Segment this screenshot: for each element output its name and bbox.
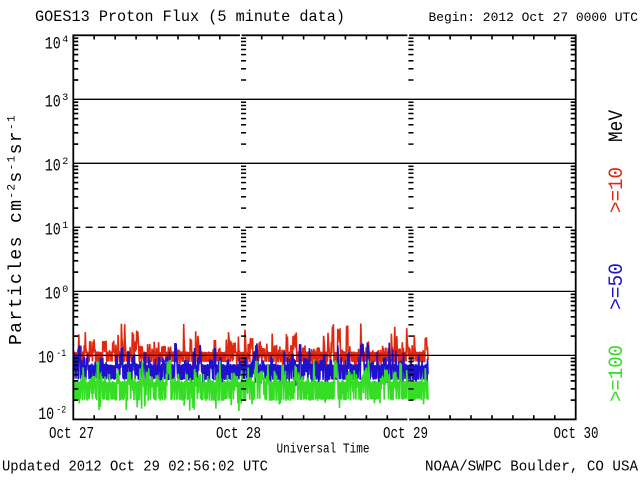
svg-text:Particles cm-2s-1sr-1: Particles cm-2s-1sr-1 <box>7 114 28 345</box>
svg-text:GOES13 Proton Flux (5 minute d: GOES13 Proton Flux (5 minute data) <box>35 8 345 26</box>
svg-text:10: 10 <box>45 220 61 240</box>
svg-text:-1: -1 <box>56 349 66 360</box>
svg-text:Oct 29: Oct 29 <box>383 425 428 444</box>
svg-text:3: 3 <box>62 93 68 104</box>
svg-text:>=10: >=10 <box>606 167 629 213</box>
svg-text:NOAA/SWPC Boulder, CO USA: NOAA/SWPC Boulder, CO USA <box>425 460 638 476</box>
svg-text:Begin: 2012 Oct 27 0000 UTC: Begin: 2012 Oct 27 0000 UTC <box>429 10 639 25</box>
svg-text:Oct 28: Oct 28 <box>216 425 261 444</box>
svg-text:Updated 2012 Oct 29 02:56:02 U: Updated 2012 Oct 29 02:56:02 UTC <box>2 460 268 476</box>
svg-text:10: 10 <box>38 405 54 425</box>
svg-text:0: 0 <box>62 285 68 296</box>
svg-text:>=50: >=50 <box>606 263 629 310</box>
svg-text:2: 2 <box>62 157 68 168</box>
svg-text:1: 1 <box>62 221 68 232</box>
svg-text:Universal Time: Universal Time <box>277 442 370 458</box>
svg-text:Oct 30: Oct 30 <box>554 425 599 444</box>
svg-text:10: 10 <box>45 284 61 304</box>
svg-text:10: 10 <box>45 156 61 176</box>
svg-text:Oct 27: Oct 27 <box>49 425 94 444</box>
svg-text:10: 10 <box>38 348 54 368</box>
svg-text:-2: -2 <box>56 406 66 417</box>
svg-text:4: 4 <box>62 35 68 46</box>
svg-text:10: 10 <box>45 92 61 112</box>
svg-text:>=100: >=100 <box>606 345 629 402</box>
svg-text:MeV: MeV <box>606 110 629 142</box>
svg-text:10: 10 <box>45 34 61 54</box>
